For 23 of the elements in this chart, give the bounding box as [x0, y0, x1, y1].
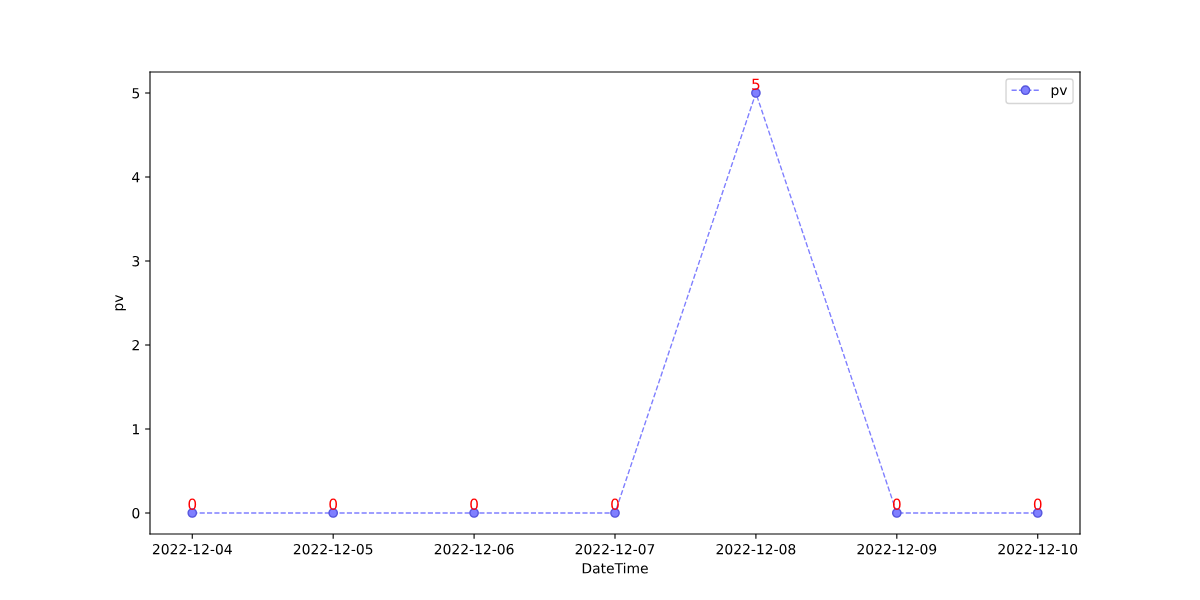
y-tick-label: 4: [132, 172, 140, 183]
x-axis-title: DateTime: [582, 562, 648, 574]
data-label: 0: [1033, 498, 1042, 511]
data-label: 0: [892, 498, 901, 511]
y-tick-label: 2: [132, 339, 139, 351]
data-label: 0: [329, 498, 338, 511]
x-tick-label: 2022-12-05: [293, 543, 373, 555]
x-tick-label: 2022-12-08: [716, 543, 796, 555]
x-tick-label: 2022-12-07: [575, 543, 655, 555]
x-tick-label: 2022-12-10: [998, 543, 1078, 555]
data-label: 0: [188, 498, 197, 511]
y-tick-label: 0: [132, 507, 140, 519]
data-label: 0: [611, 498, 619, 511]
x-tick-label: 2022-12-06: [434, 543, 514, 555]
y-tick-label: 5: [132, 88, 140, 99]
y-tick-label: 3: [132, 255, 140, 267]
legend-label: pv: [1051, 87, 1068, 98]
data-label: 0: [470, 498, 478, 511]
x-tick-label: 2022-12-04: [152, 543, 232, 555]
y-tick-label: 1: [132, 424, 139, 435]
data-label: 5: [752, 78, 760, 91]
y-axis-title: pv: [115, 294, 126, 311]
x-tick-label: 2022-12-09: [857, 543, 937, 555]
